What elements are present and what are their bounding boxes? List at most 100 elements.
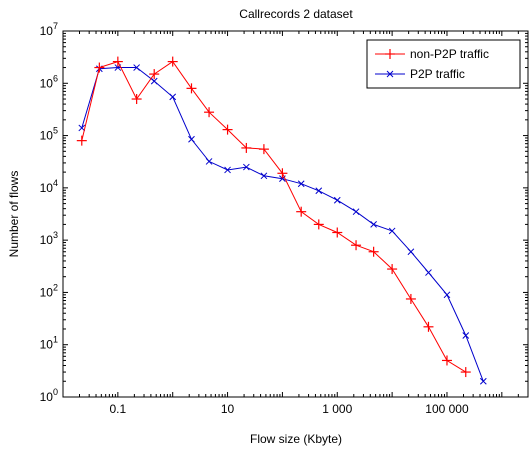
y-tick-label-exponent: 7 bbox=[53, 21, 58, 31]
y-tick-label: 105 bbox=[40, 126, 58, 143]
series-point-marker bbox=[315, 187, 323, 195]
series-point-marker bbox=[443, 291, 451, 299]
series-point bbox=[441, 355, 452, 366]
legend-label: P2P traffic bbox=[410, 67, 465, 81]
series-point bbox=[479, 377, 487, 385]
y-tick-label-exponent: 6 bbox=[53, 73, 58, 83]
y-tick-label: 104 bbox=[40, 178, 58, 195]
series-point-marker bbox=[133, 64, 140, 71]
series-point-marker bbox=[386, 70, 394, 78]
series-point bbox=[222, 124, 233, 135]
series-point-marker bbox=[333, 196, 341, 204]
series-point bbox=[315, 187, 323, 195]
series-point bbox=[277, 168, 288, 179]
series-point bbox=[425, 269, 432, 276]
series-point bbox=[131, 94, 142, 105]
series-point bbox=[423, 321, 434, 332]
y-tick-label-exponent: 3 bbox=[53, 230, 58, 240]
series-point bbox=[388, 227, 396, 235]
series-point bbox=[241, 142, 252, 153]
y-tick-label-mantissa: 10 bbox=[40, 181, 54, 195]
series-point-marker bbox=[479, 377, 487, 385]
series-point bbox=[368, 246, 379, 257]
series-point bbox=[352, 208, 360, 216]
series-point bbox=[204, 107, 215, 118]
series-point bbox=[460, 367, 471, 378]
legend-item: P2P traffic bbox=[375, 67, 465, 81]
y-tick-label: 106 bbox=[40, 73, 58, 90]
series-point-marker bbox=[297, 180, 305, 188]
y-tick-label-exponent: 5 bbox=[53, 126, 58, 136]
series-point-marker bbox=[169, 93, 177, 101]
series-point bbox=[169, 93, 177, 101]
series-point bbox=[167, 56, 178, 67]
y-tick-label-exponent: 2 bbox=[53, 282, 58, 292]
legend-box bbox=[366, 39, 521, 89]
series-point bbox=[94, 62, 105, 73]
series-point bbox=[76, 135, 87, 146]
series-point bbox=[297, 180, 305, 188]
y-tick-label-mantissa: 10 bbox=[40, 233, 54, 247]
y-tick-label: 102 bbox=[40, 282, 58, 299]
y-tick-label-mantissa: 10 bbox=[40, 390, 54, 404]
y-axis-title: Number of flows bbox=[7, 171, 21, 258]
x-tick-label: 0.1 bbox=[110, 402, 127, 416]
series-point bbox=[78, 124, 86, 132]
series-point-marker bbox=[242, 163, 250, 171]
series-point bbox=[370, 221, 377, 228]
y-tick-label: 100 bbox=[40, 387, 58, 404]
series-point-marker bbox=[462, 332, 470, 339]
series-point bbox=[332, 227, 343, 238]
legend-label: non-P2P traffic bbox=[410, 47, 489, 61]
series-point bbox=[112, 56, 123, 67]
series-point-marker bbox=[352, 208, 360, 216]
series-point bbox=[387, 264, 398, 275]
series-point-marker bbox=[224, 166, 231, 174]
series-point-marker bbox=[425, 269, 432, 276]
y-tick-label: 103 bbox=[40, 230, 58, 247]
series-point bbox=[258, 144, 269, 155]
y-tick-label-exponent: 1 bbox=[53, 335, 58, 345]
chart-title: Callrecords 2 dataset bbox=[239, 7, 353, 21]
y-tick-label-exponent: 0 bbox=[53, 387, 58, 397]
series-point bbox=[205, 158, 213, 165]
y-tick-label: 107 bbox=[40, 21, 58, 38]
y-tick-label-mantissa: 10 bbox=[40, 76, 54, 90]
series-group bbox=[78, 64, 487, 385]
series-point-marker bbox=[188, 135, 195, 143]
series-point bbox=[313, 219, 324, 230]
x-tick-label: 10 bbox=[221, 402, 235, 416]
series-point bbox=[405, 293, 416, 304]
y-tick-label-mantissa: 10 bbox=[40, 338, 54, 352]
y-tick-label-mantissa: 10 bbox=[40, 24, 54, 38]
series-point-marker bbox=[370, 221, 377, 228]
series-point bbox=[407, 248, 415, 256]
series-point-marker bbox=[388, 227, 396, 235]
series-point-marker bbox=[260, 172, 268, 180]
y-tick-label-exponent: 4 bbox=[53, 178, 58, 188]
x-tick-label: 1 000 bbox=[322, 402, 352, 416]
series-point bbox=[333, 196, 341, 204]
y-tick-label-mantissa: 10 bbox=[40, 285, 54, 299]
series-point bbox=[260, 172, 268, 180]
y-tick-label: 101 bbox=[40, 335, 58, 352]
x-tick-label: 100 000 bbox=[425, 402, 469, 416]
series-point-marker bbox=[150, 77, 158, 85]
series-point bbox=[462, 332, 470, 339]
series-group bbox=[76, 56, 471, 378]
series-point bbox=[443, 291, 451, 299]
series-point bbox=[351, 240, 362, 251]
series-line bbox=[81, 60, 467, 373]
series-point-marker bbox=[78, 124, 86, 132]
series-point bbox=[242, 163, 250, 171]
series-point bbox=[186, 83, 197, 94]
series-point-marker bbox=[407, 248, 415, 256]
x-axis-title: Flow size (Kbyte) bbox=[250, 432, 342, 446]
series-point bbox=[224, 166, 231, 174]
legend: non-P2P traffic P2P traffic bbox=[366, 39, 521, 89]
series-point bbox=[133, 64, 140, 71]
series-point bbox=[296, 206, 307, 217]
axes-box bbox=[62, 30, 529, 398]
